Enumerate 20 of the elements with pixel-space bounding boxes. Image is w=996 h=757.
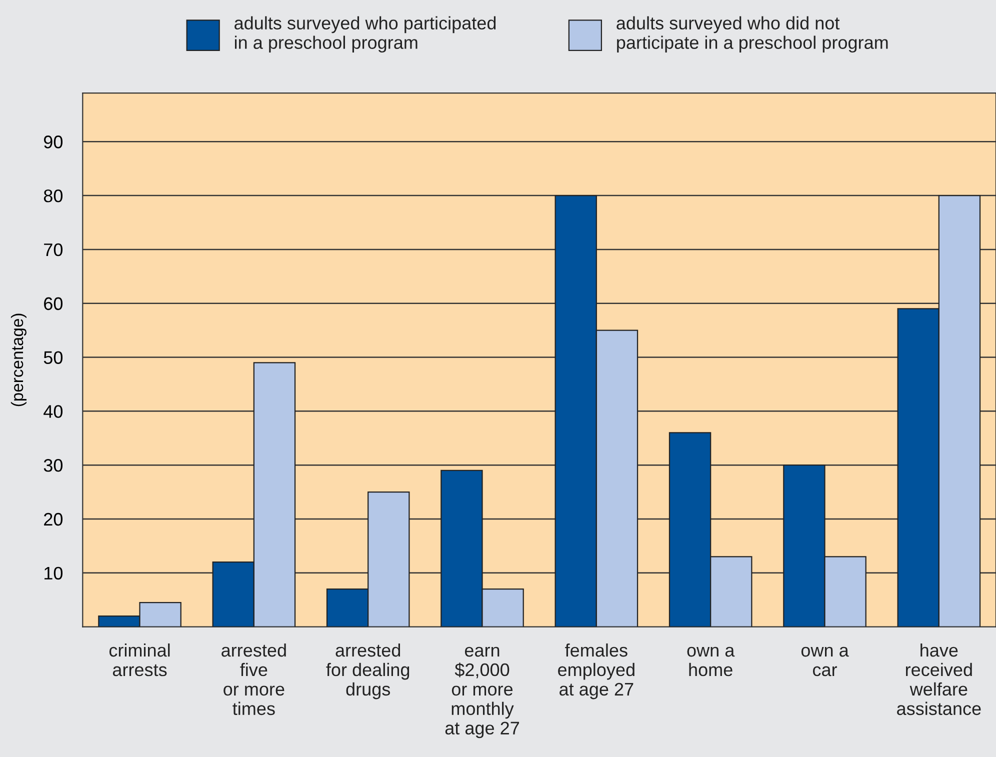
- y-tick-label: 60: [44, 297, 63, 310]
- y-axis-title: (percentage): [10, 314, 26, 406]
- y-tick-label: 30: [44, 459, 63, 472]
- x-tick-label: own a car: [801, 646, 849, 676]
- legend-label: adults surveyed who did not participate in a preschool program: [616, 16, 888, 53]
- y-tick-label: 10: [44, 566, 63, 580]
- x-tick-label: arrested five or more times: [222, 643, 286, 716]
- legend-label: adults surveyed who participated in a preschool program: [234, 16, 496, 53]
- x-tick-label: females employed at age 27: [558, 643, 634, 700]
- y-tick-label: 90: [44, 136, 63, 148]
- y-tick-label: 70: [44, 243, 63, 256]
- x-tick-label: own a home: [687, 646, 735, 676]
- y-tick-label: 40: [44, 405, 63, 418]
- y-tick-label: 20: [44, 512, 63, 526]
- x-tick-label: earn $2,000 or more monthly at age 27: [445, 646, 519, 738]
- x-tick-label: arrested for dealing drugs: [326, 643, 410, 700]
- y-tick-label: 80: [44, 189, 63, 202]
- x-tick-label: criminal arrests: [109, 643, 170, 676]
- y-tick-label: 50: [44, 351, 63, 364]
- x-tick-label: have received welfare assistance: [897, 643, 981, 716]
